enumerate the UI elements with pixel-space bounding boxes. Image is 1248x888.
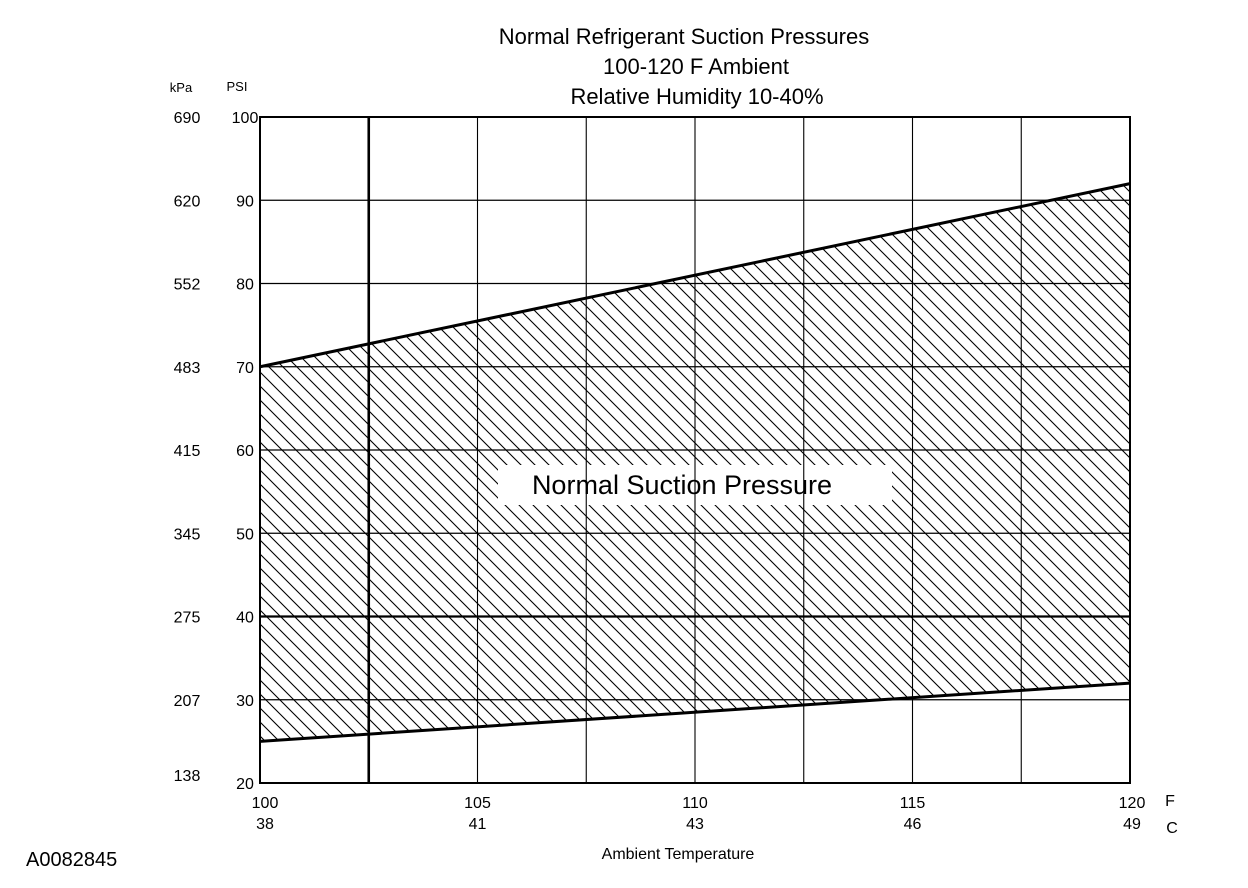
x-tick-label-f: 120: [1119, 795, 1146, 812]
x-tick-label-c: 41: [469, 816, 487, 833]
y-tick-label-kpa: 138: [174, 768, 201, 785]
y-tick-label-kpa: 620: [174, 193, 201, 210]
y-unit-primary-label: PSI: [227, 79, 248, 94]
plot-frame: [259, 116, 1131, 784]
y-tick-label-kpa: 415: [174, 443, 201, 460]
y-tick-label-kpa: 690: [174, 110, 201, 127]
x-tick-labels: 100 38 105 41 110 43 115 46 120 49: [252, 795, 1146, 833]
y-tick-label-psi: 70: [236, 360, 254, 377]
chart-title-line-1: Normal Refrigerant Suction Pressures: [499, 24, 869, 49]
figure-id: A0082845: [26, 849, 118, 871]
chart-title-line-2: 100-120 F Ambient: [603, 54, 789, 79]
y-unit-secondary-label: kPa: [170, 80, 193, 95]
x-axis-title: Ambient Temperature: [602, 846, 755, 863]
region-label: Normal Suction Pressure: [532, 470, 832, 500]
x-tick-label-c: 43: [686, 816, 704, 833]
x-tick-label-c: 38: [256, 816, 274, 833]
x-tick-label-c: 46: [904, 816, 922, 833]
y-tick-label-psi: 50: [236, 526, 254, 543]
y-tick-labels: 100 690 90 620 80 552 70 483 60 415 50 345 40 275 30 20…: [174, 110, 259, 793]
y-tick-label-kpa: 552: [174, 277, 201, 294]
y-tick-label-psi: 60: [236, 443, 254, 460]
upper-limit-line: [259, 182, 1131, 369]
lower-limit-line: [259, 681, 1131, 743]
y-tick-label-psi: 100: [232, 110, 259, 127]
y-tick-label-kpa: 483: [174, 360, 201, 377]
y-tick-label-kpa: 275: [174, 610, 201, 627]
x-tick-label-f: 100: [252, 795, 279, 812]
y-tick-label-psi: 20: [236, 776, 254, 793]
chart-title-line-3: Relative Humidity 10-40%: [570, 84, 823, 109]
x-unit-secondary-label: C: [1166, 820, 1178, 837]
x-unit-primary-label: F: [1165, 793, 1175, 810]
y-tick-label-psi: 90: [236, 193, 254, 210]
y-tick-label-psi: 40: [236, 610, 254, 627]
x-tick-label-f: 105: [464, 795, 491, 812]
y-tick-label-psi: 30: [236, 693, 254, 710]
y-tick-label-kpa: 207: [174, 693, 201, 710]
y-tick-label-kpa: 345: [174, 526, 201, 543]
x-tick-label-f: 110: [682, 795, 708, 812]
x-tick-label-f: 115: [900, 795, 926, 812]
y-tick-label-psi: 80: [236, 277, 254, 294]
x-tick-label-c: 49: [1123, 816, 1141, 833]
vertical-gridlines: [367, 117, 1022, 783]
